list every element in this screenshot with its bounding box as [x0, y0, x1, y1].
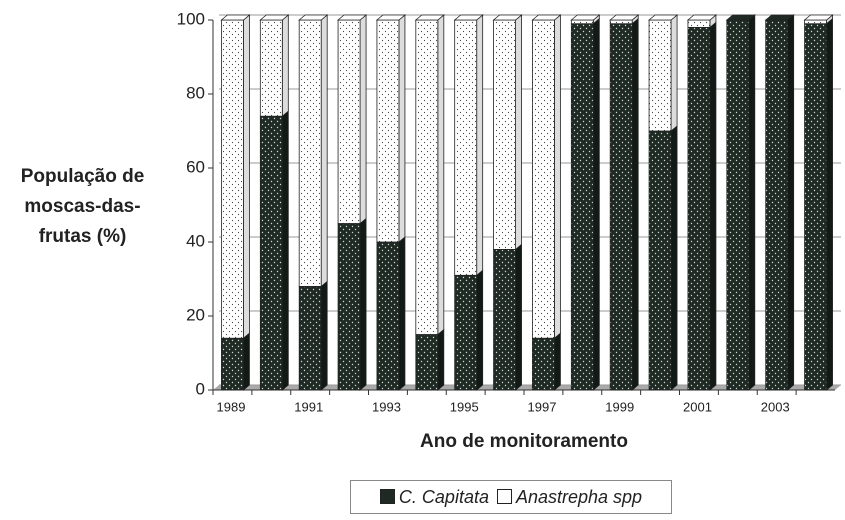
bar-side [631, 17, 639, 391]
bar [687, 19, 711, 28]
y-tick-label: 40 [186, 231, 205, 250]
bar [259, 19, 283, 117]
x-tick-label: 1995 [450, 399, 479, 414]
bar-side [709, 21, 717, 391]
bar-top [414, 14, 445, 21]
bar-side [554, 332, 561, 391]
bar [415, 334, 439, 391]
bar-side [670, 14, 678, 132]
bar-top [647, 14, 679, 21]
bar-side [281, 14, 289, 118]
bar [609, 23, 633, 391]
bar-top [375, 14, 407, 21]
floor [213, 385, 841, 390]
bar-side [359, 217, 367, 391]
bar [532, 19, 555, 339]
bar-side [787, 14, 795, 391]
bar-side [515, 243, 522, 391]
legend: C. Capitata Anastrepha spp [350, 480, 672, 514]
legend-item: Anastrepha spp [496, 486, 643, 508]
bar-side [320, 280, 328, 391]
bar [570, 19, 594, 25]
bar [259, 115, 283, 391]
bar-side [437, 14, 445, 336]
bar [648, 130, 672, 391]
bar-side [398, 236, 406, 391]
bar [765, 19, 789, 391]
legend-swatch [379, 488, 395, 504]
bar-side [359, 14, 367, 225]
bar-side [748, 14, 756, 391]
x-tick-label: 1991 [294, 399, 323, 414]
x-tick-label: 2001 [683, 399, 712, 414]
y-axis-title: População de moscas-das-frutas (%) [20, 166, 145, 247]
legend-label: C. Capitata [398, 486, 489, 507]
bar-top [298, 14, 329, 21]
bar-top [453, 14, 484, 21]
bar-top [570, 14, 601, 21]
bar [648, 19, 672, 132]
bar-top [259, 14, 290, 21]
bar [454, 19, 478, 276]
bar-side [398, 14, 406, 243]
x-tick-label: 1993 [372, 399, 401, 414]
bar [376, 241, 400, 391]
bar-top [686, 14, 718, 21]
bar [221, 337, 244, 391]
bar-top [336, 14, 368, 21]
bar [454, 274, 478, 391]
bar-side [592, 17, 600, 391]
x-tick-label: 2003 [761, 399, 790, 414]
bar [337, 223, 361, 391]
bar-top [764, 14, 795, 21]
bar-side [670, 125, 678, 391]
x-tick-label: 1999 [605, 399, 634, 414]
bar-side [437, 328, 445, 391]
bar-side [281, 110, 289, 391]
legend-swatch [496, 488, 512, 504]
y-tick-label: 0 [196, 379, 205, 398]
legend-label: Anastrepha spp [515, 486, 643, 507]
bar-side [243, 14, 250, 340]
bar [804, 23, 827, 391]
y-tick-label: 80 [186, 83, 205, 102]
bar-side [826, 17, 833, 391]
y-tick-label: 60 [186, 157, 205, 176]
x-axis-title: Ano de monitoramento [420, 431, 628, 452]
bar [532, 337, 555, 391]
bar-top [220, 14, 251, 21]
y-tick-label: 20 [186, 305, 205, 324]
bar-side [476, 269, 484, 391]
bar [298, 19, 322, 287]
bar [298, 285, 322, 391]
bar [337, 19, 361, 224]
bar-side [554, 14, 561, 340]
bar-side [515, 14, 522, 251]
bar-side [243, 332, 250, 391]
bar [493, 19, 516, 250]
bar-top [531, 14, 562, 21]
bar-top [803, 14, 834, 21]
bar [687, 26, 711, 391]
bar-side [320, 14, 328, 288]
bar [376, 19, 400, 243]
y-tick-label: 100 [177, 9, 205, 28]
x-tick-label: 1997 [528, 399, 557, 414]
bar-top [609, 14, 640, 21]
bar [221, 19, 244, 339]
bar [804, 19, 827, 25]
x-tick-label: 1989 [217, 399, 246, 414]
legend-item: C. Capitata [379, 486, 489, 508]
bar-side [476, 14, 484, 277]
bar [609, 19, 633, 25]
bar-top [492, 14, 523, 21]
bar [570, 23, 594, 391]
bar-top [725, 14, 756, 21]
bar [726, 19, 750, 391]
bar [415, 19, 439, 335]
bar [493, 248, 516, 391]
